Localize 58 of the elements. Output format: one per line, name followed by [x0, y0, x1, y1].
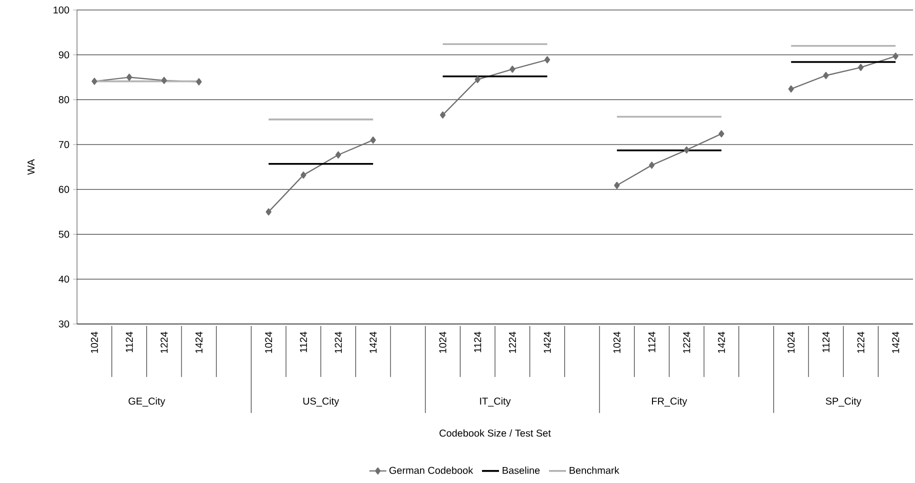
point [684, 146, 690, 154]
text: IT_City [480, 397, 511, 407]
point [300, 171, 306, 179]
x-tick-label: 1224 [508, 332, 516, 353]
point [858, 64, 864, 71]
x-tick-label: 1424 [718, 332, 725, 353]
y-tick-label: 80 [58, 96, 70, 104]
x-tick-label: 1424 [370, 332, 377, 353]
text: US_City [303, 397, 340, 407]
y-axis-title: WA [28, 159, 34, 175]
x-tick-label: 1124 [648, 332, 656, 352]
point [823, 72, 829, 80]
text: GE_City [128, 397, 166, 407]
legend-label: Baseline [502, 466, 540, 474]
point [648, 162, 655, 169]
text: Codebook Size / Test Set [440, 429, 551, 437]
point [126, 74, 132, 81]
x-tick-label: 1224 [857, 332, 864, 353]
x-tick-label: 1124 [474, 332, 482, 352]
x-tick-label: 1424 [195, 332, 202, 353]
point [92, 78, 98, 85]
x-tick-label: 1024 [788, 332, 795, 353]
legend-label: Benchmark [570, 466, 620, 474]
y-tick-label: 30 [58, 320, 70, 328]
x-tick-label: 1124 [126, 332, 133, 352]
point [544, 56, 550, 64]
x-tick-label: 1024 [613, 332, 620, 353]
x-tick-label: 1424 [544, 332, 551, 353]
y-tick-label: 40 [58, 276, 70, 283]
point [266, 208, 272, 216]
y-tick-label: 50 [58, 230, 70, 238]
legend-label: German Codebook [389, 466, 474, 474]
point [440, 111, 446, 119]
y-tick-label: 90 [58, 51, 70, 58]
point [370, 136, 376, 144]
text: SP_City [826, 397, 862, 407]
x-tick-label: 1224 [160, 332, 168, 353]
point [614, 182, 620, 189]
x-tick-label: 1024 [265, 332, 272, 353]
point [788, 85, 794, 93]
x-tick-label: 1224 [334, 332, 342, 353]
point [718, 130, 724, 138]
y-tick-label: 70 [58, 141, 70, 148]
x-tick-label: 1024 [90, 332, 98, 353]
text: FR_City [652, 397, 688, 407]
x-tick-label: 1424 [892, 332, 900, 353]
point [510, 66, 516, 73]
point [335, 151, 342, 158]
point [161, 76, 167, 84]
point [474, 76, 480, 84]
x-tick-label: 1124 [300, 332, 307, 352]
x-tick-label: 1024 [439, 332, 446, 353]
y-tick-label: 60 [58, 186, 70, 193]
x-tick-label: 1124 [822, 332, 830, 352]
x-tick-label: 1224 [683, 332, 690, 353]
y-tick-label: 100 [54, 6, 70, 14]
point [196, 78, 202, 86]
point [892, 52, 898, 60]
